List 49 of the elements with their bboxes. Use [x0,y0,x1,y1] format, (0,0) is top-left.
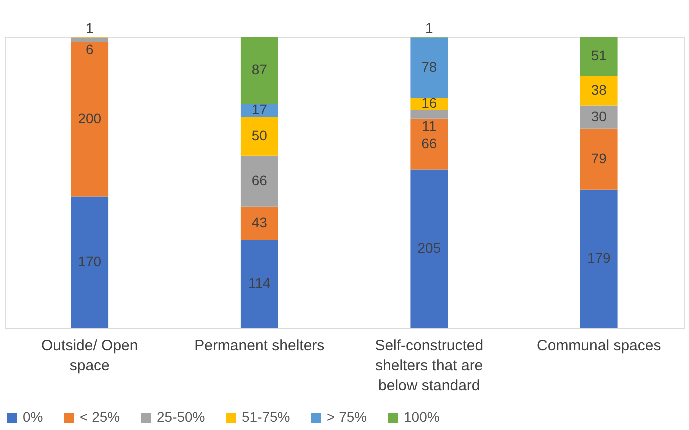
data-label: 38 [591,82,608,98]
x-tick-label: Outside/ Open space [42,338,138,374]
data-label: 79 [591,150,608,166]
data-label: 66 [252,172,268,188]
data-label: 205 [418,240,442,256]
legend-label: < 25% [80,409,120,425]
bar [580,76,618,106]
data-label: 1 [86,20,94,36]
data-label: 6 [86,41,94,58]
legend-label: 25-50% [157,409,206,425]
data-label: 1 [425,20,434,36]
bar [71,42,109,197]
bar [410,118,448,170]
data-label: 114 [248,275,271,292]
data-label: 43 [252,214,268,230]
bar [240,156,278,207]
data-label: 51 [591,48,608,64]
data-label: 78 [422,58,438,75]
data-label: 50 [252,128,268,144]
bar [580,106,618,129]
bar [410,38,448,98]
legend-label: 100% [404,409,440,425]
bar [240,206,278,240]
data-label: 17 [252,102,268,118]
bar [580,37,618,76]
legend-label: > 75% [327,409,368,425]
bar [240,240,278,328]
data-label: 30 [591,108,608,124]
bar [580,128,618,190]
bar [240,104,278,118]
data-label: 66 [422,135,438,152]
x-tick-label: Communal spaces [537,338,662,354]
bar [410,170,448,328]
x-tick-label: Permanent shelters [194,338,325,354]
bar [71,38,109,42]
bar [240,37,278,104]
bar [71,196,109,328]
legend-label: 51-75% [242,409,290,425]
bar [410,110,448,119]
bar [240,117,278,156]
data-label: 11 [422,118,437,134]
data-label: 200 [78,110,102,127]
data-label: 87 [252,62,268,78]
data-label: 170 [78,253,102,270]
legend-label: 0% [23,409,44,425]
data-label: 16 [422,95,438,112]
data-label: 179 [587,250,612,266]
x-tick-label: Self-constructed shelters that are below standard [375,338,484,394]
bar [580,190,618,328]
